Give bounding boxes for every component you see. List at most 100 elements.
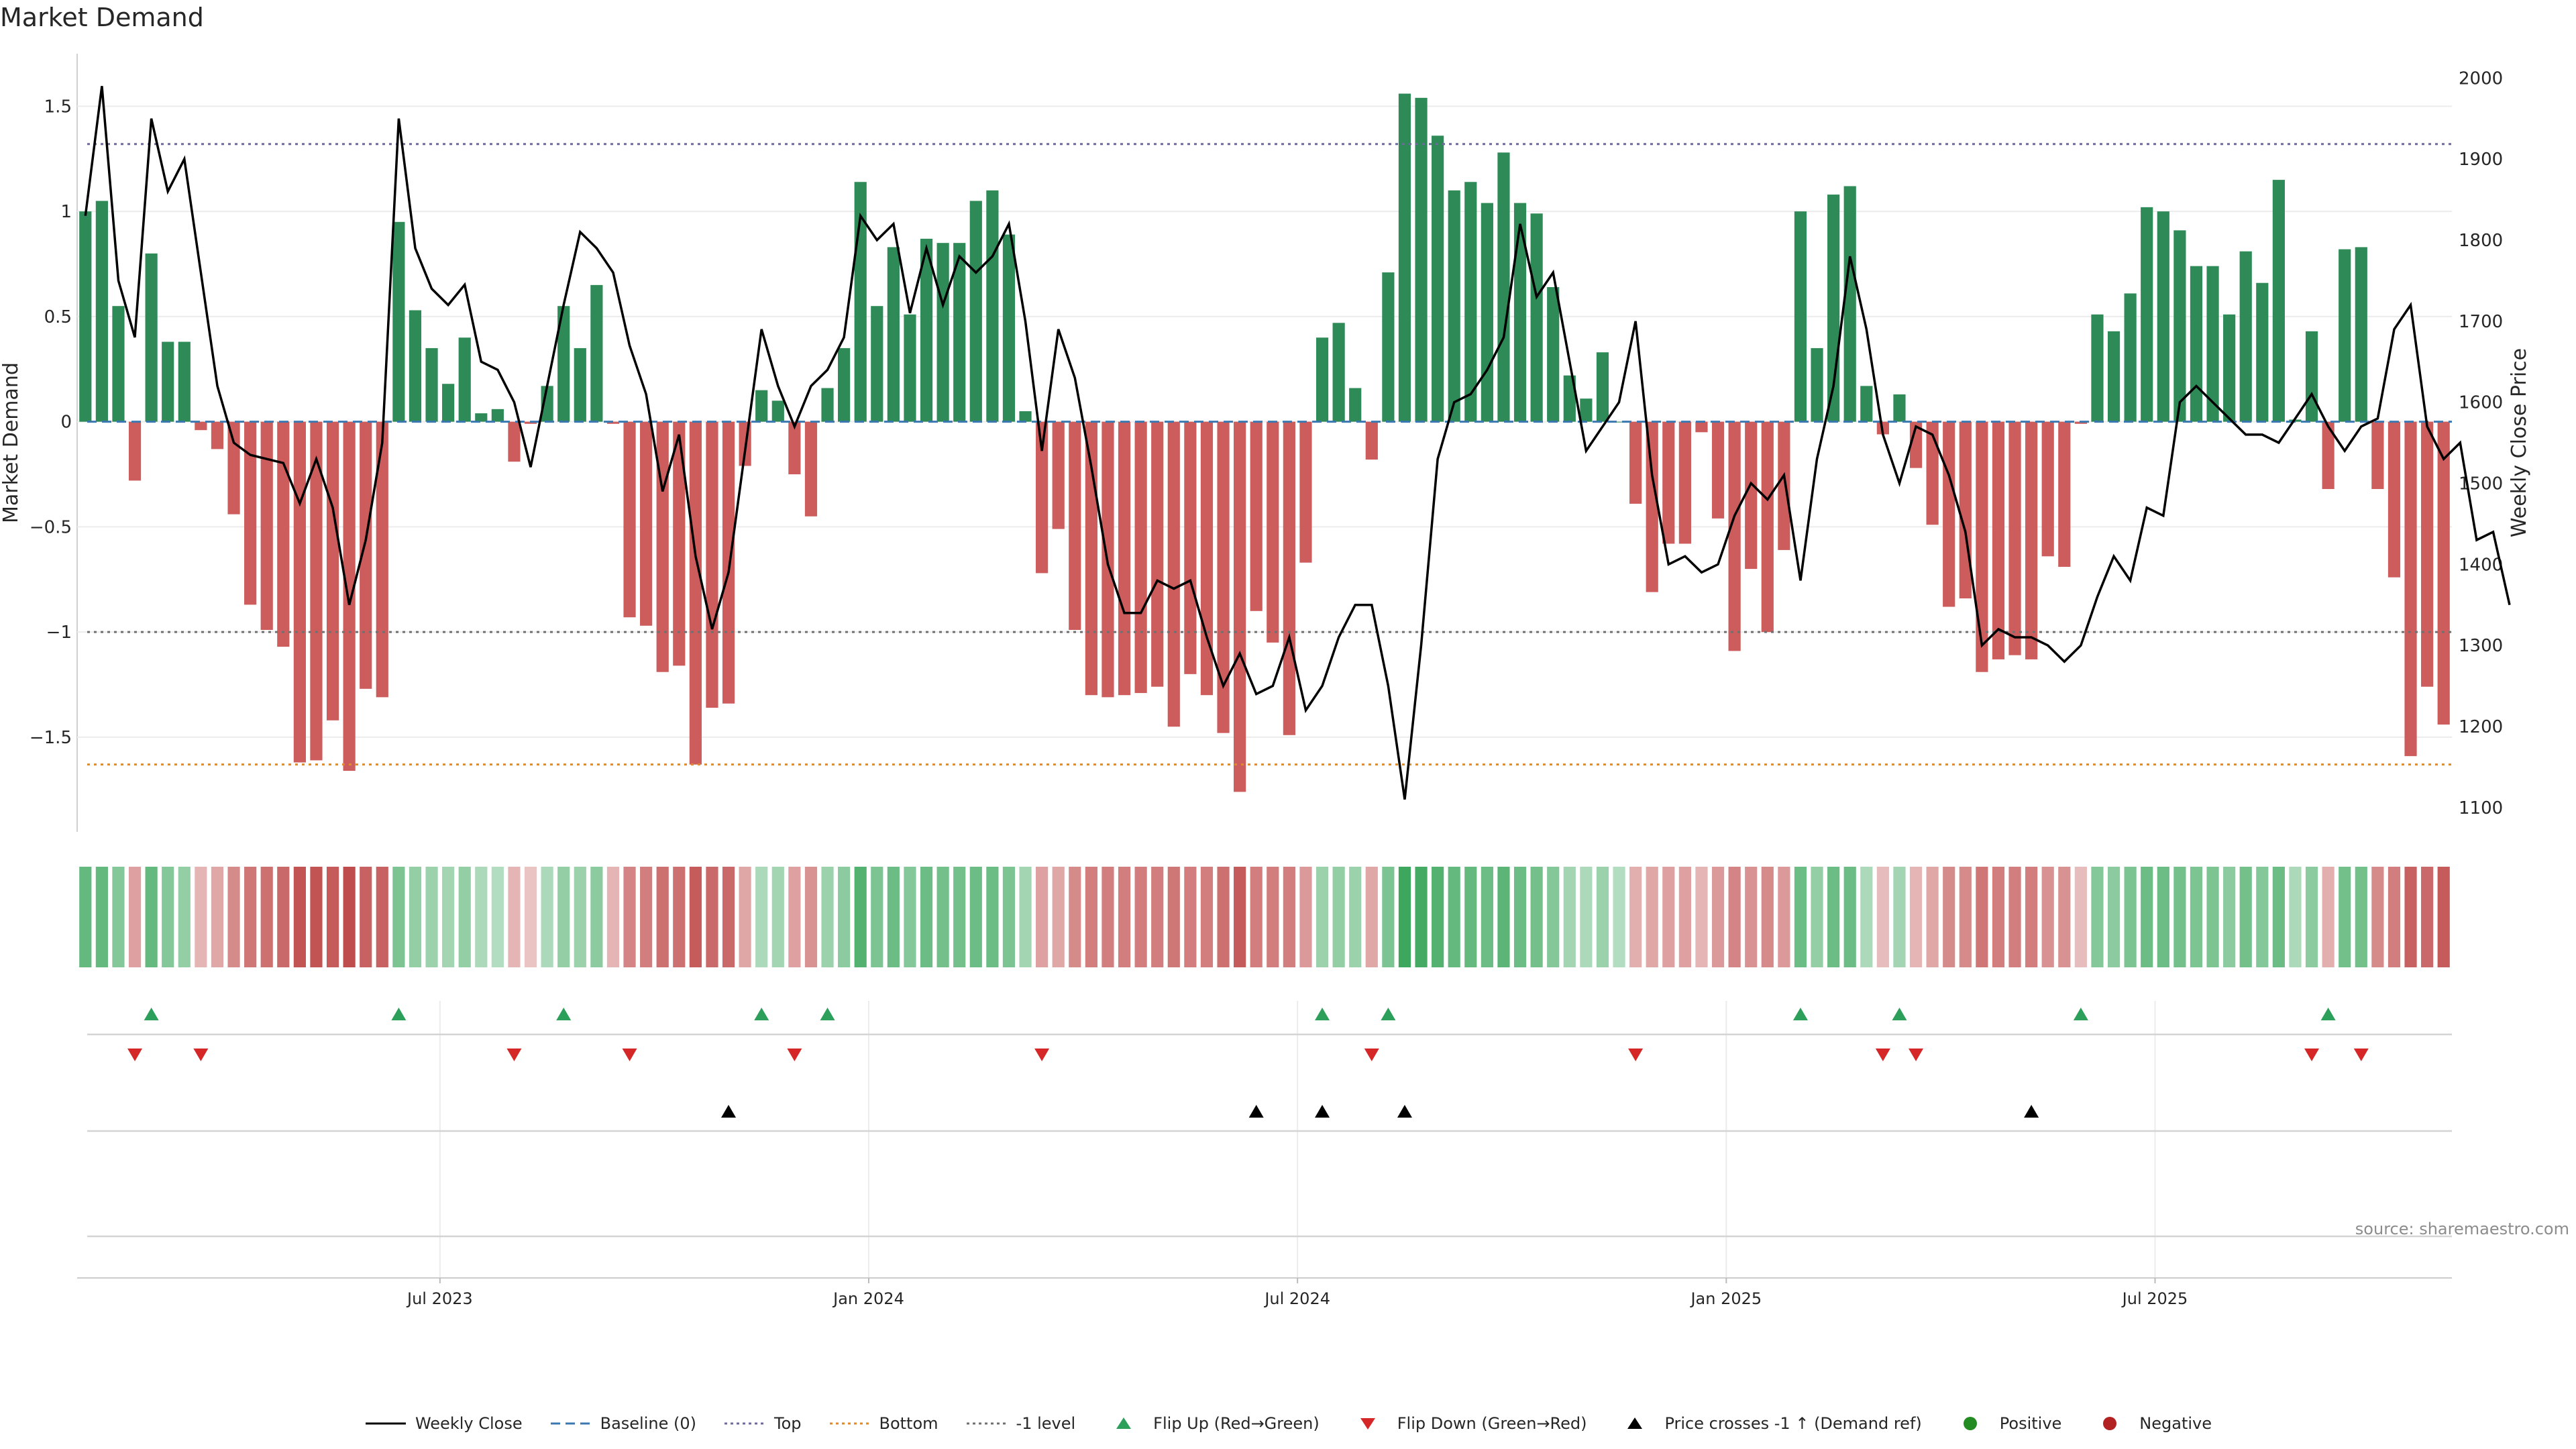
strip-cell bbox=[1085, 867, 1097, 967]
legend-item-minus1: -1 level bbox=[965, 1414, 1075, 1433]
demand-bar-negative bbox=[689, 421, 702, 765]
demand-bar-negative bbox=[1926, 421, 1939, 525]
demand-bar-negative bbox=[2404, 421, 2417, 757]
strip-cell bbox=[1695, 867, 1708, 967]
strip-cell bbox=[739, 867, 751, 967]
strip-cell bbox=[145, 867, 158, 967]
y2-tick-label: 1900 bbox=[2459, 150, 2503, 170]
demand-bar-positive bbox=[162, 341, 174, 422]
strip-cell bbox=[1580, 867, 1593, 967]
strip-cell bbox=[1234, 867, 1246, 967]
strip-cell bbox=[706, 867, 718, 967]
demand-bar-negative bbox=[211, 421, 224, 449]
y-axis-title: Market Demand bbox=[0, 362, 23, 523]
strip-cell bbox=[2190, 867, 2203, 967]
legend-negative-icon bbox=[2103, 1417, 2117, 1430]
flip-up-marker bbox=[144, 1008, 159, 1020]
demand-bar-positive bbox=[2174, 230, 2186, 422]
strip-cell bbox=[1217, 867, 1230, 967]
strip-cell bbox=[689, 867, 702, 967]
flip-down-marker bbox=[1034, 1049, 1050, 1061]
legend-symbol bbox=[2103, 1417, 2117, 1430]
strip-cell bbox=[2206, 867, 2219, 967]
strip-cell bbox=[606, 867, 620, 967]
demand-bar-negative bbox=[326, 421, 339, 720]
x-tick-label: Jul 2024 bbox=[1263, 1289, 1330, 1308]
y2-tick-label: 1600 bbox=[2459, 393, 2503, 413]
strip-cell bbox=[195, 867, 207, 967]
demand-bar-negative bbox=[1646, 421, 1658, 592]
legend-item-negative: Negative bbox=[2088, 1414, 2212, 1433]
y-tick-label: 0.5 bbox=[44, 307, 72, 327]
strip-cell bbox=[475, 867, 488, 967]
strip-cell bbox=[1530, 867, 1543, 967]
price-cross-marker bbox=[1397, 1105, 1412, 1118]
demand-bar-negative bbox=[227, 421, 240, 515]
strip-cell bbox=[1678, 867, 1691, 967]
demand-bar-negative bbox=[1629, 421, 1642, 504]
strip-cell bbox=[1267, 867, 1279, 967]
strip-cell bbox=[2157, 867, 2169, 967]
demand-bar-negative bbox=[376, 421, 388, 698]
demand-bar-negative bbox=[1778, 421, 1790, 550]
demand-bar-positive bbox=[409, 310, 422, 422]
strip-cell bbox=[508, 867, 521, 967]
strip-cell bbox=[986, 867, 999, 967]
demand-bar-positive bbox=[2256, 282, 2269, 422]
legend-label: Flip Down (Green→Red) bbox=[1397, 1414, 1587, 1433]
flip-down-marker bbox=[1909, 1049, 1924, 1061]
strip-cell bbox=[1432, 867, 1444, 967]
demand-bar-negative bbox=[310, 421, 323, 761]
strip-cell bbox=[79, 867, 92, 967]
demand-bar-negative bbox=[2058, 421, 2071, 567]
strip-cell bbox=[1316, 867, 1329, 967]
strip-cell bbox=[1992, 867, 2005, 967]
y-tick-label: −1 bbox=[46, 623, 72, 643]
demand-bar-positive bbox=[557, 306, 570, 422]
strip-cell bbox=[920, 867, 933, 967]
demand-bar-negative bbox=[1118, 421, 1131, 696]
flip-up-marker bbox=[1792, 1008, 1808, 1020]
demand-bar-positive bbox=[953, 243, 966, 422]
strip-cell bbox=[343, 867, 356, 967]
flip-up-marker bbox=[1381, 1008, 1396, 1020]
demand-bar-negative bbox=[1695, 421, 1708, 433]
strip-cell bbox=[491, 867, 504, 967]
legend-symbol bbox=[1360, 1418, 1375, 1430]
legend-item-positive: Positive bbox=[1949, 1414, 2061, 1433]
demand-bar-negative bbox=[1069, 421, 1081, 631]
demand-bar-negative bbox=[277, 421, 290, 647]
legend-label: Price crosses -1 ↑ (Demand ref) bbox=[1664, 1414, 1922, 1433]
strip-cell bbox=[2124, 867, 2137, 967]
strip-cell bbox=[953, 867, 966, 967]
demand-bar-positive bbox=[1448, 190, 1460, 422]
legend-symbol bbox=[1963, 1417, 1977, 1430]
strip-cell bbox=[904, 867, 916, 967]
strip-cell bbox=[2239, 867, 2252, 967]
strip-cell bbox=[574, 867, 586, 967]
demand-bar-positive bbox=[969, 201, 982, 422]
strip-cell bbox=[1893, 867, 1906, 967]
strip-cell bbox=[2041, 867, 2054, 967]
flip-down-marker bbox=[787, 1049, 802, 1061]
demand-bar-negative bbox=[2371, 421, 2384, 489]
demand-bar-positive bbox=[2305, 331, 2318, 422]
strip-cell bbox=[1481, 867, 1493, 967]
demand-bar-positive bbox=[1332, 323, 1345, 422]
demand-bar-positive bbox=[1547, 287, 1560, 422]
demand-bar-positive bbox=[145, 253, 158, 422]
strip-cell bbox=[277, 867, 290, 967]
demand-bar-positive bbox=[1019, 411, 1032, 422]
demand-bar-positive bbox=[1432, 136, 1444, 422]
demand-bar-positive bbox=[2141, 207, 2153, 422]
demand-bar-negative bbox=[706, 421, 718, 708]
strip-cell bbox=[541, 867, 553, 967]
weekly-close-line bbox=[84, 86, 2511, 800]
demand-bar-negative bbox=[2008, 421, 2021, 655]
legend-cross-icon bbox=[1627, 1417, 1643, 1429]
legend-item-bottom: Bottom bbox=[828, 1414, 938, 1433]
strip-cell bbox=[293, 867, 306, 967]
demand-bar-positive bbox=[887, 247, 900, 422]
flip-down-marker bbox=[506, 1049, 522, 1061]
